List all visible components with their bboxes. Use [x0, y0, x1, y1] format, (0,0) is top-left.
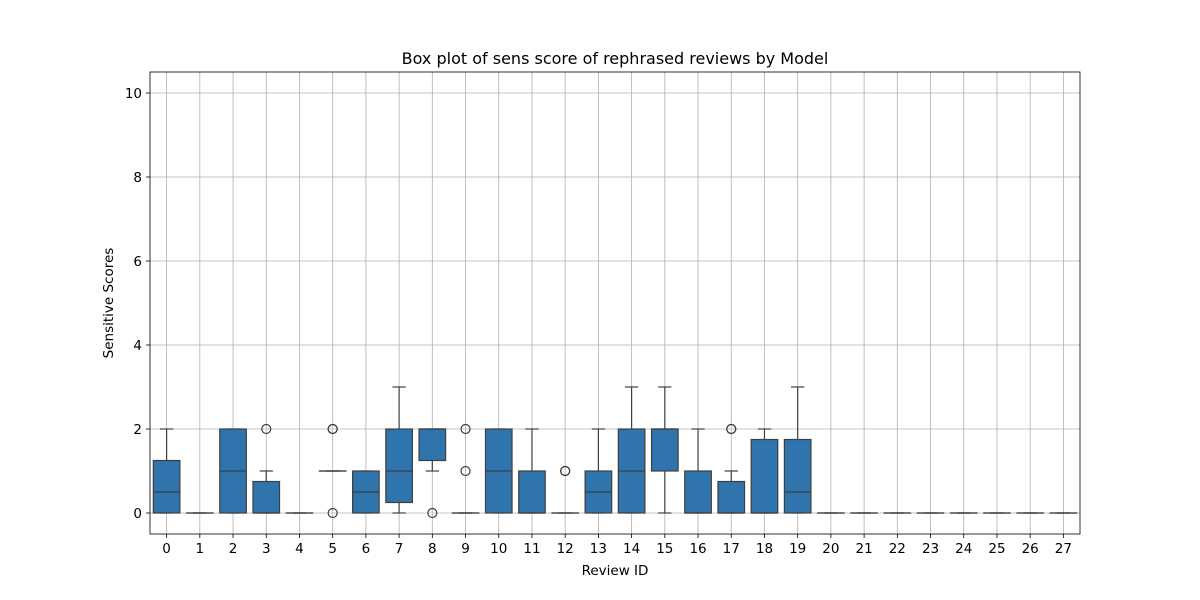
box-group: [484, 428, 513, 514]
box-group: [219, 428, 247, 514]
boxes: [152, 386, 1078, 519]
box: [418, 428, 447, 462]
x-tick-label: 18: [756, 541, 773, 557]
x-tick-label: 12: [557, 541, 574, 557]
box: [783, 438, 812, 514]
y-tick-label: 6: [133, 254, 142, 270]
x-tick-label: 7: [395, 541, 404, 557]
outlier-point: [327, 423, 338, 435]
box-group: [252, 423, 281, 514]
x-tick-label: 19: [789, 541, 806, 557]
box: [385, 428, 413, 504]
box-group: [518, 428, 546, 514]
plot-area-frame: [149, 71, 1081, 535]
x-tick-label: 15: [656, 541, 673, 557]
box-group: [318, 423, 347, 519]
x-tick-label: 3: [262, 541, 271, 557]
outlier-point: [327, 507, 338, 519]
box-group: [650, 386, 679, 514]
x-tick-label: 9: [461, 541, 470, 557]
x-tick-label: 11: [523, 541, 540, 557]
box-group: [418, 428, 447, 519]
box-group: [352, 470, 380, 514]
x-tick-label: 6: [362, 541, 371, 557]
box: [750, 438, 779, 514]
axis-ticks: 0 1 2 3 4 5 6 7 8 9 10 11 12 13 14 15 16 17 18 19 20 21 22 23 24…: [125, 86, 1072, 557]
x-tick-label: 1: [196, 541, 205, 557]
outlier-point: [427, 507, 438, 519]
box-group: [717, 423, 746, 514]
y-tick-label: 0: [133, 506, 142, 522]
x-axis-label: Review ID: [582, 563, 649, 579]
x-tick-label: 20: [822, 541, 839, 557]
box-group: [152, 428, 181, 514]
box-group: [584, 428, 613, 514]
box-group: [783, 386, 812, 514]
chart-title: Box plot of sens score of rephrased revi…: [402, 49, 829, 68]
x-tick-label: 5: [328, 541, 337, 557]
box-group: [684, 428, 712, 514]
outlier-point: [726, 423, 737, 435]
outlier-point: [460, 465, 471, 477]
box: [717, 480, 746, 514]
box: [684, 470, 712, 514]
x-tick-label: 22: [889, 541, 906, 557]
outlier-point: [261, 423, 272, 435]
x-tick-label: 17: [723, 541, 740, 557]
box: [650, 428, 679, 472]
outlier-point: [560, 465, 571, 477]
x-tick-label: 14: [623, 541, 640, 557]
x-tick-label: 8: [428, 541, 437, 557]
box: [518, 470, 546, 514]
x-tick-label: 13: [590, 541, 607, 557]
x-tick-label: 2: [229, 541, 238, 557]
box-group: [617, 386, 646, 514]
y-tick-label: 2: [133, 422, 142, 438]
x-tick-label: 27: [1055, 541, 1072, 557]
box-group: [385, 386, 413, 514]
x-tick-label: 4: [295, 541, 304, 557]
box-group: [750, 428, 779, 514]
y-axis-label: Sensitive Scores: [101, 248, 117, 359]
box: [252, 480, 281, 514]
y-tick-label: 10: [125, 86, 142, 102]
x-tick-label: 25: [988, 541, 1005, 557]
y-tick-label: 8: [133, 170, 142, 186]
x-tick-label: 10: [490, 541, 507, 557]
x-tick-label: 16: [689, 541, 706, 557]
x-tick-label: 26: [1022, 541, 1039, 557]
x-tick-label: 24: [955, 541, 972, 557]
x-tick-label: 23: [922, 541, 939, 557]
grid: [150, 72, 1080, 534]
box: [152, 459, 181, 514]
y-tick-label: 4: [133, 338, 142, 354]
x-tick-label: 0: [162, 541, 171, 557]
x-tick-label: 21: [856, 541, 873, 557]
box-group: [551, 465, 580, 514]
box-group: [451, 423, 480, 514]
outlier-point: [460, 423, 471, 435]
